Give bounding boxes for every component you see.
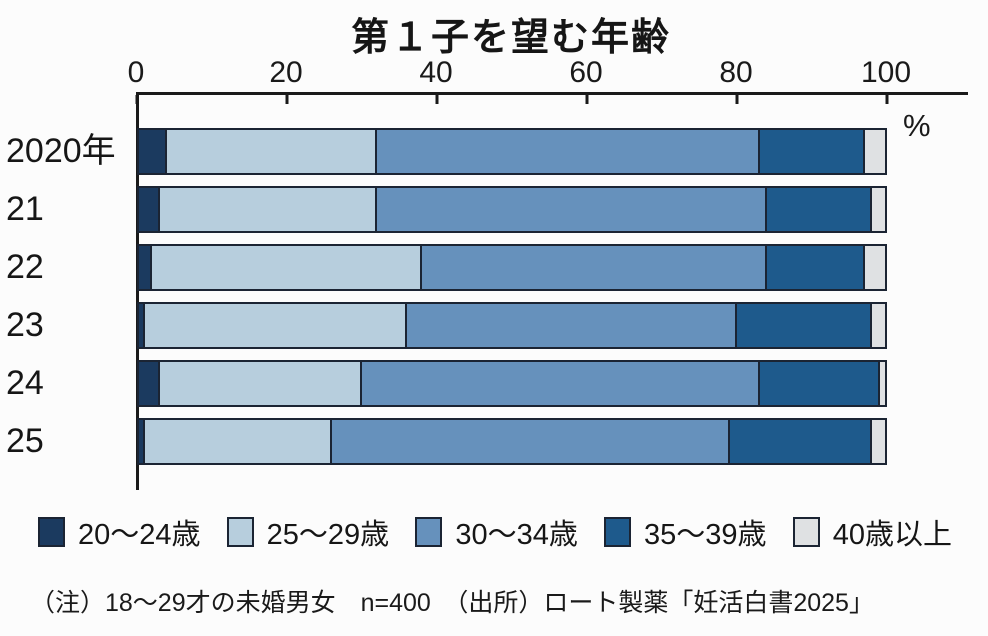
bar-segment <box>872 302 887 349</box>
x-axis-tick-mark <box>885 95 889 104</box>
bar-segment <box>879 360 887 407</box>
bar-segment <box>729 418 872 465</box>
bar-segment <box>362 360 760 407</box>
y-axis-label: 2020年 <box>6 132 116 170</box>
legend-swatch <box>792 517 820 547</box>
legend-label: 20〜24歳 <box>78 519 201 551</box>
bar-segment <box>422 244 767 291</box>
bar-row <box>137 302 887 349</box>
bar-segment <box>137 128 167 175</box>
bar-segment <box>159 186 377 233</box>
bar-segment <box>377 186 767 233</box>
bar-segment <box>152 244 422 291</box>
legend-item: 20〜24歳 <box>38 511 201 553</box>
legend-item: 40歳以上 <box>792 511 952 553</box>
bar-row <box>137 244 887 291</box>
x-axis-tick-label: 0 <box>127 56 145 89</box>
y-axis-label: 23 <box>6 306 44 344</box>
bar-segment <box>864 244 887 291</box>
legend-swatch <box>226 517 254 547</box>
bar-segment <box>407 302 737 349</box>
bar-segment <box>767 244 865 291</box>
bar-segment <box>137 244 152 291</box>
x-axis-tick-label: 80 <box>719 56 753 89</box>
x-axis-tick-labels: 0 20 40 60 80 100 <box>128 56 911 90</box>
x-axis-tick-mark <box>735 95 739 104</box>
bar-segment <box>137 360 160 407</box>
x-axis-tick-label: 60 <box>569 56 603 89</box>
x-axis-tick-label: 40 <box>419 56 453 89</box>
bar-row <box>137 128 887 175</box>
x-axis-tick-mark <box>285 95 289 104</box>
bar-segment <box>137 418 145 465</box>
bar-segment <box>377 128 760 175</box>
legend: 20〜24歳 25〜29歳 30〜34歳 35〜39歳 40歳以上 <box>38 511 952 553</box>
bar-row <box>137 360 887 407</box>
bar-segment <box>144 418 332 465</box>
chart-title: 第１子を望む年齢 <box>350 17 671 59</box>
legend-item: 35〜39歳 <box>604 511 767 553</box>
bar-segment <box>872 418 887 465</box>
legend-label: 40歳以上 <box>832 519 952 551</box>
bar-row <box>137 186 887 233</box>
legend-swatch <box>38 517 65 547</box>
y-axis-label: 22 <box>6 248 44 286</box>
source-note: （注）18〜29才の未婚男女 n=400 （出所）ロート製薬「妊活白書2025」 <box>30 589 874 617</box>
legend-label: 35〜39歳 <box>644 519 767 551</box>
bar-segment <box>137 186 160 233</box>
legend-swatch <box>604 517 632 547</box>
bar-segment <box>767 186 872 233</box>
legend-swatch <box>415 517 443 547</box>
y-axis-line <box>136 92 139 490</box>
axis-unit-label: % <box>903 108 931 143</box>
x-axis-line <box>135 92 968 104</box>
y-axis-label: 21 <box>6 190 44 228</box>
x-axis-tick-mark <box>435 95 439 104</box>
y-axis-label: 25 <box>6 422 44 460</box>
bar-segment <box>167 128 377 175</box>
bar-segment <box>159 360 362 407</box>
bar-row <box>137 418 887 465</box>
bar-segment <box>737 302 872 349</box>
y-axis-label: 24 <box>6 364 44 402</box>
bar-segment <box>137 302 145 349</box>
legend-item: 30〜34歳 <box>415 511 578 553</box>
legend-item: 25〜29歳 <box>226 511 390 553</box>
legend-label: 30〜34歳 <box>455 519 578 551</box>
legend-label: 25〜29歳 <box>266 519 390 551</box>
bar-segment <box>759 128 865 175</box>
x-axis-tick-label: 100 <box>860 56 912 89</box>
bar-segment <box>759 360 880 407</box>
bar-segment <box>332 418 730 465</box>
bar-segment <box>144 302 407 349</box>
x-axis-tick-mark <box>585 95 589 104</box>
bar-segment <box>872 186 887 233</box>
bar-segment <box>864 128 887 175</box>
x-axis-tick-label: 20 <box>269 56 303 89</box>
